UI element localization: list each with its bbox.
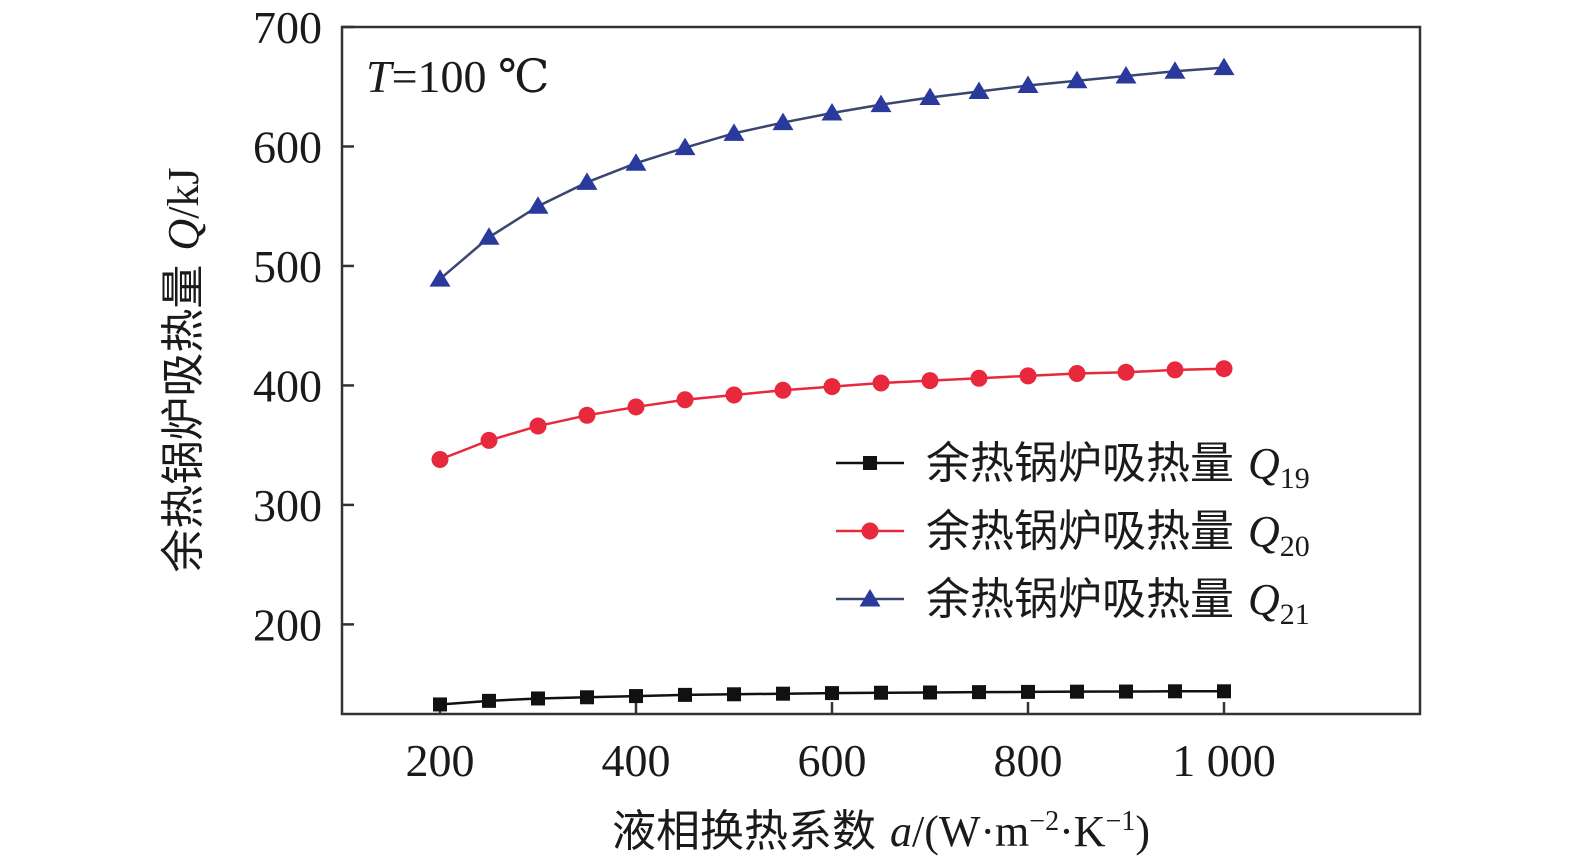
data-point [1213,57,1235,76]
x-axis-label-sup1: −2 [1029,806,1059,837]
legend-entry: 余热锅炉吸热量 Q20 [836,506,1310,563]
data-point [1115,65,1137,84]
y-tick-label: 200 [253,599,322,650]
data-point [676,391,694,409]
data-point [727,687,741,702]
data-point [1017,75,1039,94]
series-line [439,66,1225,281]
x-axis-label: 液相换热系数 a/(W·m−2·K−1) [612,806,1150,857]
data-point [825,686,839,701]
data-point [1117,363,1135,381]
data-point [1166,361,1184,379]
y-tick-label: 300 [253,480,322,531]
series-20 [431,360,1233,469]
y-axis-ticks: 200 300 400 500 600 700 [253,2,354,650]
legend-label: 余热锅炉吸热量 Q19 [926,438,1310,495]
x-axis-label-mid: ·K [1059,807,1106,856]
data-point [1217,684,1231,699]
y-tick-label: 600 [253,121,322,172]
y-tick-label: 500 [253,241,322,292]
legend-marker [859,589,881,607]
data-point [580,690,594,705]
data-point [821,103,843,121]
data-point [872,374,890,392]
legend-entry: 余热锅炉吸热量 Q21 [836,574,1310,631]
y-axis-label-prefix: 余热锅炉吸热量 [158,251,209,573]
data-point [1019,367,1037,385]
y-tick-label: 400 [253,360,322,411]
data-point [1168,684,1182,699]
legend-entry: 余热锅炉吸热量 Q19 [836,438,1310,495]
data-point [823,378,841,396]
plot-frame [340,25,1422,716]
data-point [629,689,643,704]
data-point [923,685,937,700]
data-point [772,112,794,131]
x-axis-label-var: a [890,807,912,856]
x-axis-label-end: ) [1135,807,1150,856]
x-tick-label: 1 000 [1172,735,1276,786]
legend-marker [863,456,877,470]
data-point [725,386,743,404]
data-point [1215,360,1233,378]
series-19 [433,684,1231,712]
x-tick-label: 800 [994,735,1063,786]
y-axis-label-var: Q [159,219,208,251]
data-point [674,137,696,156]
legend-label: 余热锅炉吸热量 Q21 [926,574,1310,631]
data-point [627,398,645,416]
data-point [774,381,792,399]
annotation-var: T [366,51,395,102]
x-axis-label-unit: /(W·m [912,807,1029,856]
annotation-rest: =100 ℃ [392,51,550,102]
data-point [625,153,647,171]
x-tick-label: 200 [406,735,475,786]
data-point [678,687,692,702]
data-point [431,451,449,469]
data-point [874,685,888,700]
data-point [1066,70,1088,89]
data-point [919,87,941,105]
y-axis-label: 余热锅炉吸热量 Q/kJ [158,167,209,572]
data-point [968,81,990,100]
data-point [921,372,939,390]
data-point [531,691,545,706]
x-axis-ticks: 200 400 600 800 1 000 [406,702,1276,786]
data-point [1119,684,1133,699]
data-point [433,697,447,712]
temperature-annotation: T=100 ℃ [366,51,550,102]
data-point [776,686,790,701]
series-layer [429,57,1235,712]
x-tick-label: 400 [602,735,671,786]
legend-label: 余热锅炉吸热量 Q20 [926,506,1310,563]
data-point [482,693,496,708]
y-tick-label: 700 [253,2,322,53]
data-point [576,172,598,190]
data-point [1164,61,1186,79]
data-point [1021,684,1035,699]
x-axis-label-prefix: 液相换热系数 [612,806,890,857]
data-point [478,227,500,245]
data-point [578,406,596,424]
data-point [429,269,451,287]
data-point [527,196,549,214]
series-21 [429,57,1235,287]
legend: 余热锅炉吸热量 Q19 余热锅炉吸热量 Q20 余热锅炉吸热量 Q21 [836,438,1310,631]
data-point [870,94,892,113]
x-tick-label: 600 [798,735,867,786]
data-point [972,685,986,700]
data-point [1068,364,1086,382]
data-point [480,431,498,449]
data-point [970,369,988,387]
y-axis-label-unit: /kJ [159,167,208,218]
legend-marker [861,522,879,540]
data-point [1070,684,1084,699]
data-point [529,417,547,435]
x-axis-label-sup2: −1 [1106,806,1136,837]
data-point [723,123,745,141]
